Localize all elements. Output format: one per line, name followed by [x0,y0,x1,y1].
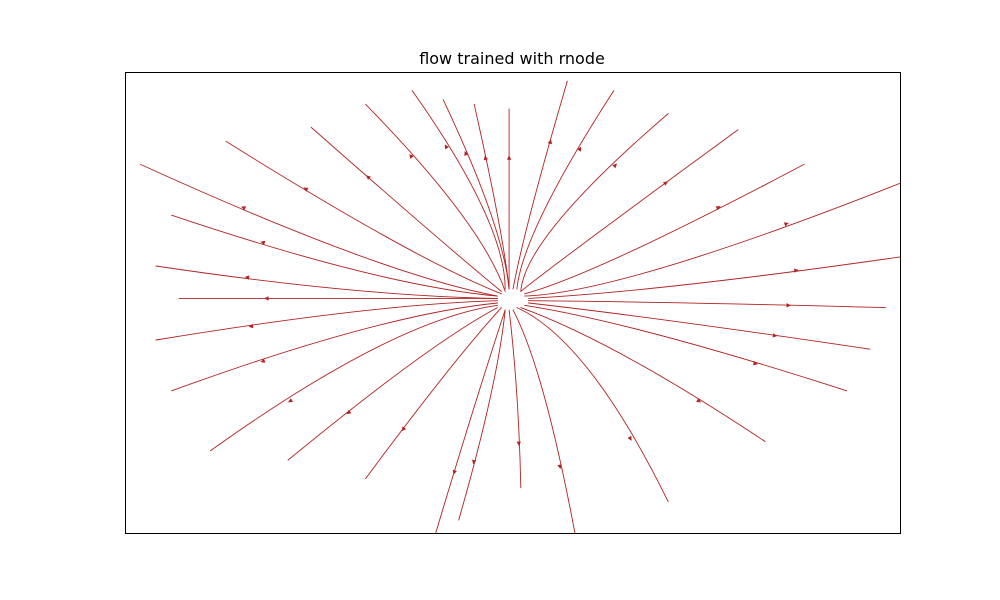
streamline [458,309,506,521]
streamline-arrow [401,426,407,432]
streamlines-group [140,80,901,534]
streamline [524,163,805,295]
streamline [528,300,886,309]
streamline [411,90,506,290]
plot-area-frame [125,72,901,534]
streamline-arrow [366,175,371,180]
streamline-arrow [696,398,702,403]
streamline [171,214,498,297]
streamline [524,304,848,392]
streamline [520,113,669,292]
streamline-arrow [244,275,250,280]
streamline-arrow [346,409,352,415]
streamline [473,103,510,290]
streamline-arrow [260,358,266,363]
streamline [155,300,498,341]
streamline-arrow [288,398,293,403]
chart-title: flow trained with rnode [419,49,605,68]
streamline [209,304,498,452]
streamline [171,302,498,392]
streamline-arrow [627,435,632,441]
streamline-arrow [264,296,269,301]
streamline-arrow [786,303,791,308]
streamline [528,302,871,350]
streamline-arrow [241,206,247,211]
streamline [365,103,506,292]
streamline-arrow [409,154,414,159]
streamline-arrow [557,464,562,470]
streamline-arrow [506,155,512,160]
streamline [520,307,766,443]
streamline [520,129,739,292]
streamline-arrow [783,222,789,227]
streamline [225,140,502,295]
streamline [365,307,502,480]
streamline [516,90,615,290]
streamline [528,256,901,299]
streamline [287,307,498,461]
streamline [512,80,568,290]
streamline-arrow [752,361,758,366]
streamline-arrow [794,268,799,273]
streamline-arrow [663,181,668,186]
streamline-arrow [547,139,552,145]
streamline [155,265,498,299]
streamline-arrow [483,155,488,161]
streamline [140,163,498,297]
streamline-arrow [444,144,449,150]
streamline-arrow [472,459,477,465]
streamline-arrow [452,469,457,475]
streamline-arrow [248,323,254,329]
streamline [524,182,901,297]
streamline [512,309,576,534]
streamline [434,309,506,534]
streamline [508,309,522,489]
streamline-arrow [516,441,521,447]
streamline-arrow [577,146,582,152]
streamline-arrow [772,333,778,338]
streamline-arrow [303,187,309,192]
streamline-arrow [260,240,266,245]
streamline-arrow [464,151,469,156]
streamline-arrow [715,206,721,211]
streamline [310,126,502,292]
streamline [516,307,669,503]
streamline-arrow [612,163,618,169]
